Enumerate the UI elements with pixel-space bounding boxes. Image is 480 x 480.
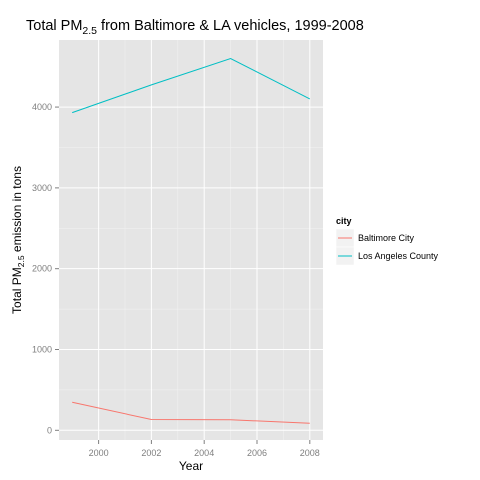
x-axis-label: Year [179,459,203,473]
y-tick-label: 3000 [32,183,52,193]
x-tick-label: 2000 [89,448,109,458]
x-tick-label: 2002 [141,448,161,458]
x-tick-label: 2004 [194,448,214,458]
x-axis: 2000 2002 2004 2006 2008 [89,440,320,458]
y-tick-label: 4000 [32,102,52,112]
x-tick-label: 2006 [247,448,267,458]
major-gridlines [59,40,323,440]
series-line-baltimore-city [72,401,310,424]
y-tick-label: 1000 [32,344,52,354]
series-lines [72,57,311,424]
y-axis-label: Total PM2.5 emission in tons [10,166,26,314]
y-tick-label: 2000 [32,264,52,274]
y-axis: 0 1000 2000 3000 4000 [32,102,59,435]
legend-label-los-angeles-county: Los Angeles County [358,251,439,261]
series-line-los-angeles-county [72,57,311,114]
legend: city Baltimore City Los Angeles County [335,216,439,266]
chart-title: Total PM2.5 from Baltimore & LA vehicles… [26,18,364,37]
legend-label-baltimore-city: Baltimore City [358,233,415,243]
x-tick-label: 2008 [300,448,320,458]
legend-title: city [336,216,352,226]
y-tick-label: 0 [47,425,52,435]
